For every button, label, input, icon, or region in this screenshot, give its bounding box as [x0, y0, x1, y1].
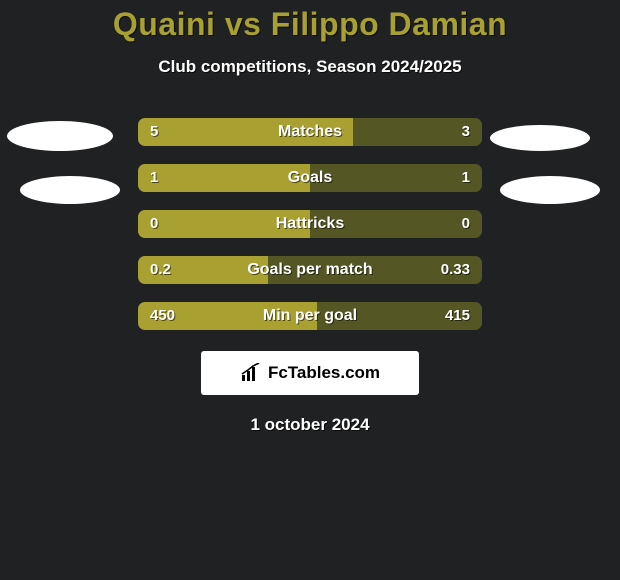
stat-value-right: 0.33 — [441, 256, 470, 284]
stat-value-left: 1 — [150, 164, 158, 192]
stat-bar — [138, 118, 482, 146]
stat-bar-right — [310, 164, 482, 192]
brand-text: FcTables.com — [268, 363, 380, 383]
stat-value-left: 5 — [150, 118, 158, 146]
stat-value-right: 415 — [445, 302, 470, 330]
comparison-card: Quaini vs Filippo Damian Club competitio… — [0, 0, 620, 580]
barchart-icon — [240, 363, 262, 383]
stat-bar-left — [138, 210, 310, 238]
stat-value-left: 0.2 — [150, 256, 171, 284]
stat-value-right: 0 — [462, 210, 470, 238]
subtitle: Club competitions, Season 2024/2025 — [0, 57, 620, 77]
stat-value-right: 3 — [462, 118, 470, 146]
stat-bar — [138, 210, 482, 238]
stat-bar-left — [138, 118, 353, 146]
date-label: 1 october 2024 — [0, 415, 620, 435]
decorative-ellipse — [490, 125, 590, 151]
stat-row: 0.2 0.33 Goals per match — [0, 247, 620, 293]
stat-value-left: 450 — [150, 302, 175, 330]
decorative-ellipse — [20, 176, 120, 204]
decorative-ellipse — [7, 121, 113, 151]
stat-bar — [138, 302, 482, 330]
stat-bar-left — [138, 164, 310, 192]
stat-value-left: 0 — [150, 210, 158, 238]
stat-bar-right — [310, 210, 482, 238]
stat-bar — [138, 256, 482, 284]
stat-row: 450 415 Min per goal — [0, 293, 620, 339]
stat-bar — [138, 164, 482, 192]
page-title: Quaini vs Filippo Damian — [0, 0, 620, 43]
stat-value-right: 1 — [462, 164, 470, 192]
brand-badge: FcTables.com — [201, 351, 419, 395]
decorative-ellipse — [500, 176, 600, 204]
stat-row: 0 0 Hattricks — [0, 201, 620, 247]
